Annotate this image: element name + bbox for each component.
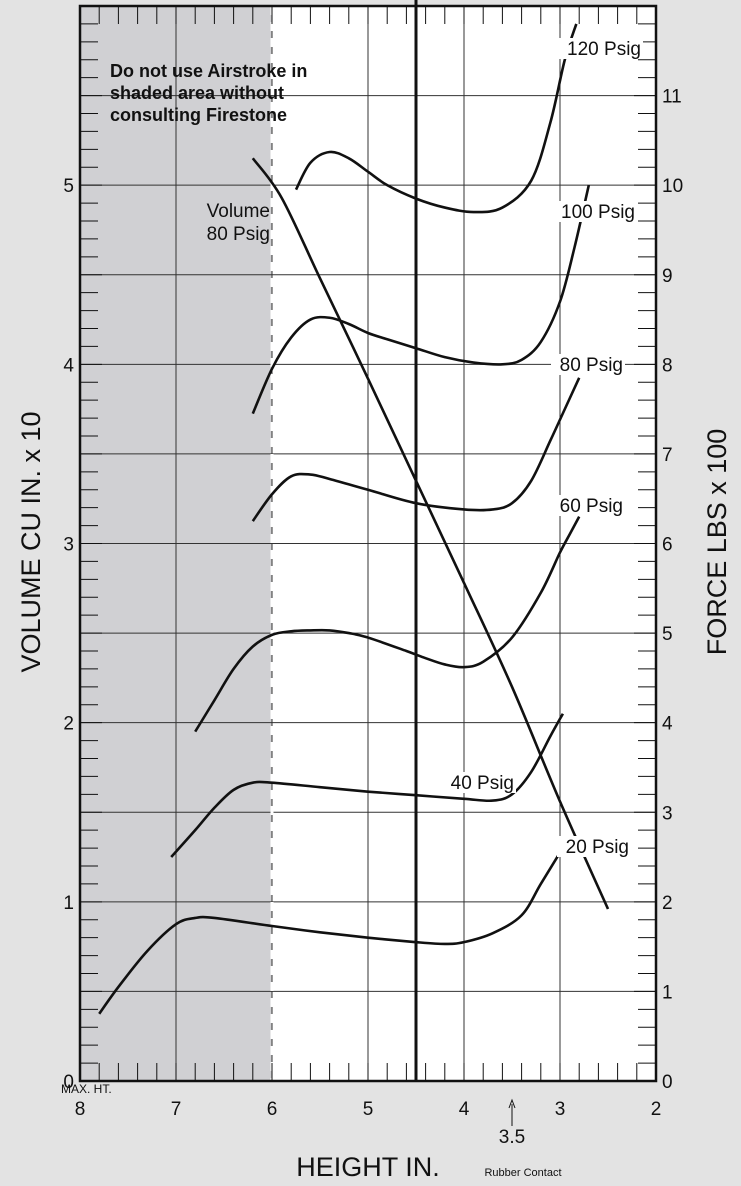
y-right-tick-label: 6 <box>662 535 673 556</box>
series-label-80-psig-background <box>551 354 625 375</box>
series-line-100-psig <box>251 184 591 415</box>
series-line-80-psig <box>251 377 581 522</box>
y-right-tick-label: 2 <box>662 893 673 914</box>
series-line-20-psig <box>98 851 562 1015</box>
y-right-tick-label: 8 <box>662 355 673 376</box>
y-left-tick-label: 5 <box>63 176 74 197</box>
series-label-80-psig: 80 Psig <box>560 355 623 376</box>
y-right-tick-label: 10 <box>662 176 683 197</box>
shaded-note-line-1: Do not use Airstroke in <box>110 61 307 81</box>
series-label-120-psig: 120 Psig <box>567 39 641 60</box>
y-left-tick-label: 0 <box>63 1072 74 1093</box>
series-label-60-psig: 60 Psig <box>560 496 623 517</box>
y-right-tick-label: 7 <box>662 445 673 466</box>
y-axis-right-title: FORCE LBS x 100 <box>702 429 732 656</box>
x-tick-label: 3 <box>555 1099 566 1120</box>
series-label-60-psig-background <box>551 495 625 516</box>
series-label-20-psig: 20 Psig <box>566 837 629 858</box>
y-left-tick-label: 2 <box>63 714 74 735</box>
rubber-contact-label: Rubber Contact <box>484 1167 561 1179</box>
x-tick-label: 4 <box>459 1099 470 1120</box>
series-label-40-psig-background <box>442 772 516 793</box>
rubber-contact-arrow-head <box>508 1098 516 1109</box>
x-axis-title: HEIGHT IN. <box>296 1152 440 1182</box>
series-label-20-psig-background <box>557 836 631 857</box>
y-left-tick-label: 4 <box>63 355 74 376</box>
series-label-100-psig: 100 Psig <box>561 202 635 223</box>
y-axis-left-title: VOLUME CU IN. x 10 <box>16 411 46 672</box>
series-line-volume-80-psig <box>251 157 610 910</box>
y-right-tick-label: 1 <box>662 982 673 1003</box>
series-label-40-psig: 40 Psig <box>451 773 514 794</box>
series-label-120-psig-background <box>559 38 643 59</box>
y-left-tick-label: 1 <box>63 893 74 914</box>
volume-label-line-1: Volume <box>207 201 270 222</box>
x-tick-label: 8 <box>75 1099 86 1120</box>
x-tick-label: 5 <box>363 1099 374 1120</box>
x-tick-label: 2 <box>651 1099 662 1120</box>
y-right-tick-label: 4 <box>662 714 673 735</box>
shaded-note-line-3: consulting Firestone <box>110 105 287 125</box>
max-height-label: MAX. HT. <box>61 1082 112 1096</box>
y-right-tick-label: 5 <box>662 624 673 645</box>
series-line-120-psig <box>294 23 578 214</box>
y-right-tick-label: 11 <box>662 87 682 108</box>
y-right-tick-label: 3 <box>662 803 673 824</box>
y-left-tick-label: 3 <box>63 535 74 556</box>
series-label-100-psig-background <box>553 201 637 222</box>
shaded-note-line-2: shaded area without <box>110 83 284 103</box>
x-tick-label: 6 <box>267 1099 278 1120</box>
series-line-40-psig <box>170 713 565 858</box>
x-tick-label: 7 <box>171 1099 182 1120</box>
y-right-tick-label: 9 <box>662 266 673 287</box>
y-right-tick-label: 0 <box>662 1072 673 1093</box>
series-line-60-psig <box>194 516 581 733</box>
volume-label-line-2: 80 Psig <box>207 224 270 245</box>
rubber-contact-value: 3.5 <box>499 1127 525 1148</box>
